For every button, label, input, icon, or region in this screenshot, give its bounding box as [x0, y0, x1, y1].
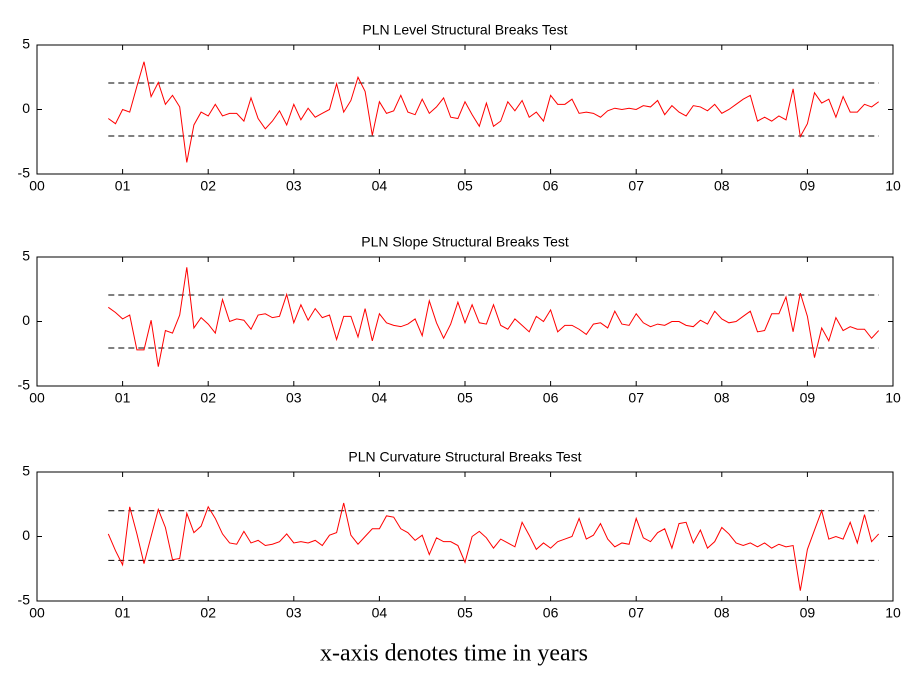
x-tick-label: 03 — [286, 605, 302, 621]
x-tick-label: 09 — [800, 605, 816, 621]
y-tick-label: 5 — [22, 248, 30, 264]
x-tick-label: 00 — [29, 178, 45, 194]
data-line — [107, 502, 880, 591]
x-tick-label: 02 — [200, 605, 216, 621]
caption: x-axis denotes time in years — [320, 641, 588, 667]
x-tick-label: 05 — [457, 178, 473, 194]
x-tick-label: 07 — [628, 390, 644, 406]
y-tick-label: 5 — [22, 36, 30, 52]
y-tick-label: -5 — [18, 165, 31, 181]
x-tick-label: 00 — [29, 390, 45, 406]
chart-title: PLN Level Structural Breaks Test — [362, 22, 567, 38]
x-tick-label: 04 — [372, 605, 388, 621]
x-tick-label: 02 — [200, 178, 216, 194]
data-line — [108, 267, 880, 367]
x-tick-label: 06 — [543, 390, 559, 406]
x-tick-label: 10 — [885, 390, 901, 406]
x-tick-label: 01 — [115, 178, 131, 194]
y-tick-label: -5 — [18, 377, 31, 393]
y-tick-label: 0 — [22, 527, 30, 543]
chart-title: PLN Slope Structural Breaks Test — [361, 234, 569, 250]
x-tick-label: 08 — [714, 605, 730, 621]
axes-frame — [36, 44, 894, 175]
x-tick-label: 01 — [115, 390, 131, 406]
x-tick-label: 09 — [800, 390, 816, 406]
x-tick-label: 06 — [543, 605, 559, 621]
x-tick-label: 09 — [800, 178, 816, 194]
axes-frame — [36, 471, 894, 602]
x-tick-label: 06 — [543, 178, 559, 194]
x-tick-label: 07 — [628, 605, 644, 621]
x-tick-label: 00 — [29, 605, 45, 621]
x-tick-label: 08 — [714, 390, 730, 406]
x-tick-label: 02 — [200, 390, 216, 406]
x-tick-label: 08 — [714, 178, 730, 194]
y-tick-label: 5 — [22, 463, 30, 479]
y-tick-label: 0 — [22, 312, 30, 328]
x-tick-label: 10 — [885, 178, 901, 194]
x-tick-label: 07 — [628, 178, 644, 194]
chart-title: PLN Curvature Structural Breaks Test — [348, 449, 581, 465]
x-tick-label: 01 — [115, 605, 131, 621]
x-tick-label: 03 — [286, 178, 302, 194]
x-tick-label: 05 — [457, 390, 473, 406]
y-tick-label: -5 — [18, 592, 31, 608]
y-tick-label: 0 — [22, 100, 30, 116]
x-tick-label: 04 — [372, 178, 388, 194]
x-tick-label: 03 — [286, 390, 302, 406]
x-tick-label: 05 — [457, 605, 473, 621]
data-line — [108, 61, 879, 163]
x-tick-label: 10 — [885, 605, 901, 621]
x-tick-label: 04 — [372, 390, 388, 406]
